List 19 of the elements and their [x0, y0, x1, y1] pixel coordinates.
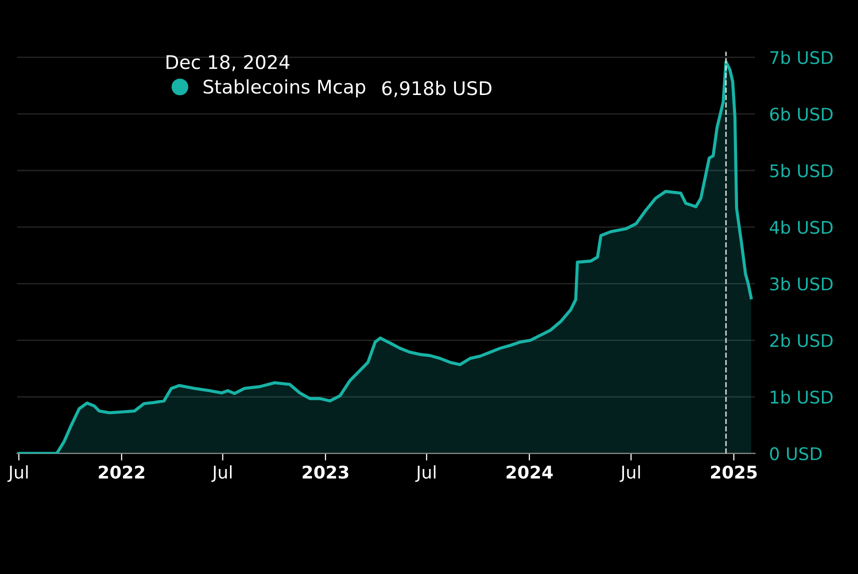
- y-tick-label: 0 USD: [770, 447, 822, 460]
- x-tick-label: 2023: [302, 466, 348, 479]
- x-tick-label: 2022: [98, 466, 144, 479]
- y-tick-label: 5b USD: [770, 164, 833, 178]
- legend-label: Stablecoins Mcap: [204, 79, 366, 98]
- y-tick-label: 6b USD: [770, 107, 833, 121]
- y-tick-label: 7b USD: [770, 50, 833, 64]
- y-tick-label: 2b USD: [770, 334, 833, 348]
- y-tick-label: 3b USD: [770, 277, 833, 291]
- x-tick-label: Jul: [415, 465, 436, 482]
- x-tick-label: 2025: [711, 466, 757, 479]
- x-tick-label: 2024: [506, 466, 553, 479]
- x-tick-label: Jul: [211, 465, 232, 482]
- annotation: Dec 18, 2024: [166, 54, 290, 72]
- y-tick-label: 1b USD: [770, 390, 833, 404]
- x-tick-label: Jul: [7, 465, 28, 482]
- x-tick-label: Jul: [620, 465, 640, 482]
- y-tick-label: 4b USD: [770, 220, 833, 234]
- annotation: 6,918b USD: [382, 80, 492, 98]
